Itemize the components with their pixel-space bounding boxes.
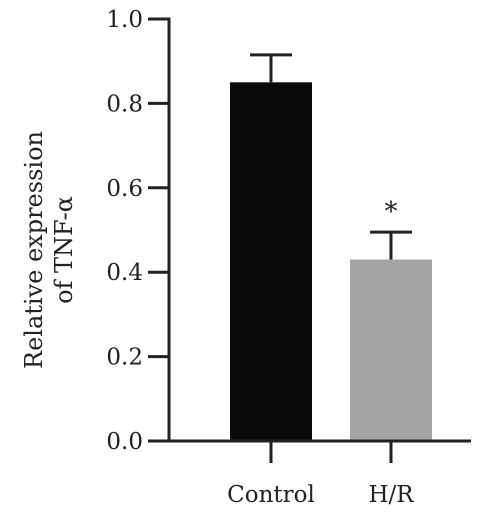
x-tick-label: Control: [227, 482, 315, 508]
bar-h-r: [350, 259, 432, 441]
y-tick-label: 0.4: [106, 260, 143, 286]
y-axis-title: Relative expression of TNF-α: [20, 131, 78, 369]
y-axis-title-line-2: of TNF-α: [50, 196, 78, 304]
y-axis: 0.0 0.2 0.4 0.6 0.8 1.0: [106, 7, 171, 455]
x-tick-label: H/R: [368, 482, 414, 508]
significance-marker: *: [385, 197, 398, 227]
bar-control: [230, 82, 312, 442]
y-tick-label: 0.0: [106, 429, 143, 455]
y-tick-label: 0.2: [106, 345, 143, 371]
x-axis: Control H/R: [167, 439, 471, 508]
y-tick-label: 1.0: [106, 7, 143, 33]
y-tick-label: 0.8: [106, 91, 143, 117]
y-axis-title-line-1: Relative expression: [20, 131, 48, 369]
y-tick-label: 0.6: [106, 176, 143, 202]
bars: *: [230, 53, 432, 442]
